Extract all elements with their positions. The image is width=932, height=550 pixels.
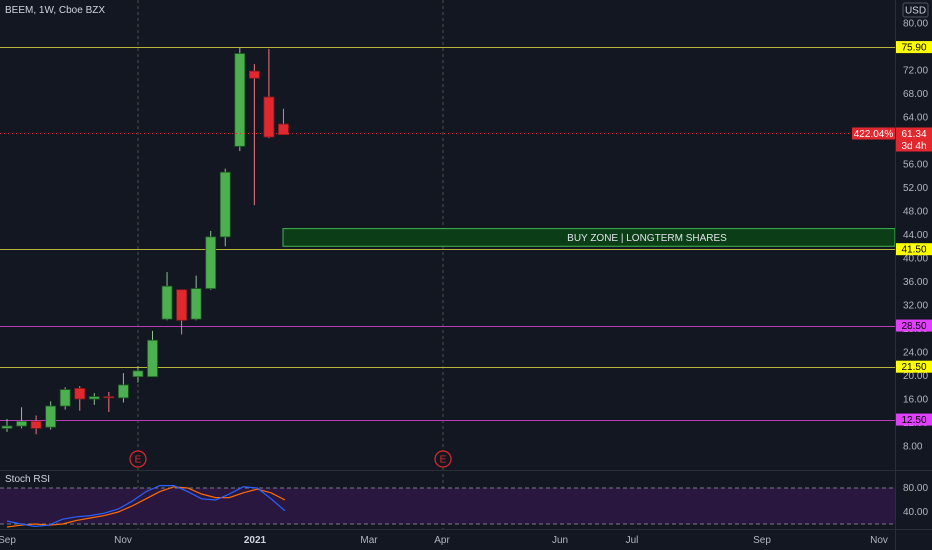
price-axis-tick: 68.00 — [903, 89, 928, 100]
stoch-axis-tick: 80.00 — [903, 483, 928, 494]
candle-body[interactable] — [219, 171, 231, 238]
last-price-percent: 422.04% — [854, 129, 894, 140]
price-axis-tick: 40.00 — [903, 254, 928, 265]
price-axis-tick: 32.00 — [903, 301, 928, 312]
candle-body[interactable] — [278, 123, 289, 136]
earnings-marker-label: E — [440, 455, 447, 466]
buy-zone-label: BUY ZONE | LONGTERM SHARES — [567, 233, 727, 244]
price-axis-tick: 80.00 — [903, 19, 928, 30]
time-axis[interactable]: Sep Nov 2021 Mar Apr Jun Jul Sep Nov — [0, 535, 888, 546]
candle-body[interactable] — [74, 388, 86, 400]
price-axis-tick: 24.00 — [903, 348, 928, 359]
time-axis-label: Sep — [753, 535, 771, 546]
candle-body[interactable] — [16, 420, 27, 427]
time-axis-label: Jul — [626, 535, 639, 546]
candle-body[interactable] — [45, 405, 57, 428]
candle-body[interactable] — [147, 339, 158, 378]
candle-body[interactable] — [176, 289, 188, 321]
last-price-badge: 422.04% 61.34 3d 4h — [852, 127, 932, 152]
candle-body[interactable] — [88, 396, 100, 400]
candle-body[interactable] — [234, 53, 246, 147]
candle-body[interactable] — [248, 70, 260, 79]
price-axis-tick: 20.00 — [903, 371, 928, 382]
price-level-badge — [896, 413, 932, 426]
price-level-badge — [896, 319, 932, 332]
price-axis[interactable]: 80.0076.0072.0068.0064.0060.0056.0052.00… — [903, 19, 928, 453]
bar-countdown: 3d 4h — [901, 141, 926, 152]
price-level-badge-label: 21.50 — [901, 362, 926, 373]
candle-body[interactable] — [205, 236, 217, 289]
price-level-badge-label: 12.50 — [901, 415, 926, 426]
price-level-badge — [896, 360, 932, 373]
price-level-badge — [896, 41, 932, 54]
time-axis-label: Jun — [552, 535, 568, 546]
stoch-rsi-d-line — [6, 486, 286, 528]
earnings-marker[interactable]: E — [129, 450, 147, 468]
candle-body[interactable] — [118, 384, 129, 399]
price-level-badge-label: 41.50 — [901, 245, 926, 256]
currency-button[interactable]: USD — [902, 2, 929, 18]
price-axis-tick: 56.00 — [903, 160, 928, 171]
stoch-rsi-k-line — [6, 485, 286, 528]
candle-body[interactable] — [263, 96, 275, 138]
price-axis-tick: 52.00 — [903, 183, 928, 194]
price-axis-tick: 44.00 — [903, 230, 928, 241]
time-axis-label: Nov — [870, 535, 888, 546]
candle-body[interactable] — [30, 420, 42, 429]
time-axis-label: 2021 — [244, 535, 267, 546]
last-price-value: 61.34 — [901, 129, 926, 140]
time-axis-label: Sep — [0, 535, 16, 546]
price-level-badge-label: 75.90 — [901, 43, 926, 54]
indicator-title[interactable]: Stoch RSI — [5, 474, 50, 485]
price-level-badge — [896, 243, 932, 256]
price-axis-tick: 72.00 — [903, 66, 928, 77]
earnings-marker-label: E — [135, 455, 142, 466]
price-axis-tick: 36.00 — [903, 277, 928, 288]
price-axis-tick: 64.00 — [903, 113, 928, 124]
symbol-legend[interactable]: BEEM, 1W, Cboe BZX — [5, 5, 105, 16]
time-axis-label: Apr — [434, 535, 450, 546]
price-level-badge-label: 28.50 — [901, 321, 926, 332]
price-axis-tick: 8.00 — [903, 442, 923, 453]
svg-text:USD: USD — [905, 6, 926, 17]
earnings-marker[interactable]: E — [434, 450, 452, 468]
candle-body[interactable] — [59, 389, 71, 407]
price-axis-tick: 48.00 — [903, 207, 928, 218]
candle-body[interactable] — [190, 288, 202, 320]
time-axis-label: Nov — [114, 535, 132, 546]
price-axis-tick: 16.00 — [903, 395, 928, 406]
candle-body[interactable] — [161, 285, 173, 320]
candle-body[interactable] — [132, 370, 144, 378]
candle-body[interactable] — [103, 396, 115, 399]
stoch-rsi-band — [0, 488, 895, 524]
stoch-axis-tick: 40.00 — [903, 507, 928, 518]
time-axis-label: Mar — [360, 535, 378, 546]
candle-body[interactable] — [1, 425, 13, 429]
